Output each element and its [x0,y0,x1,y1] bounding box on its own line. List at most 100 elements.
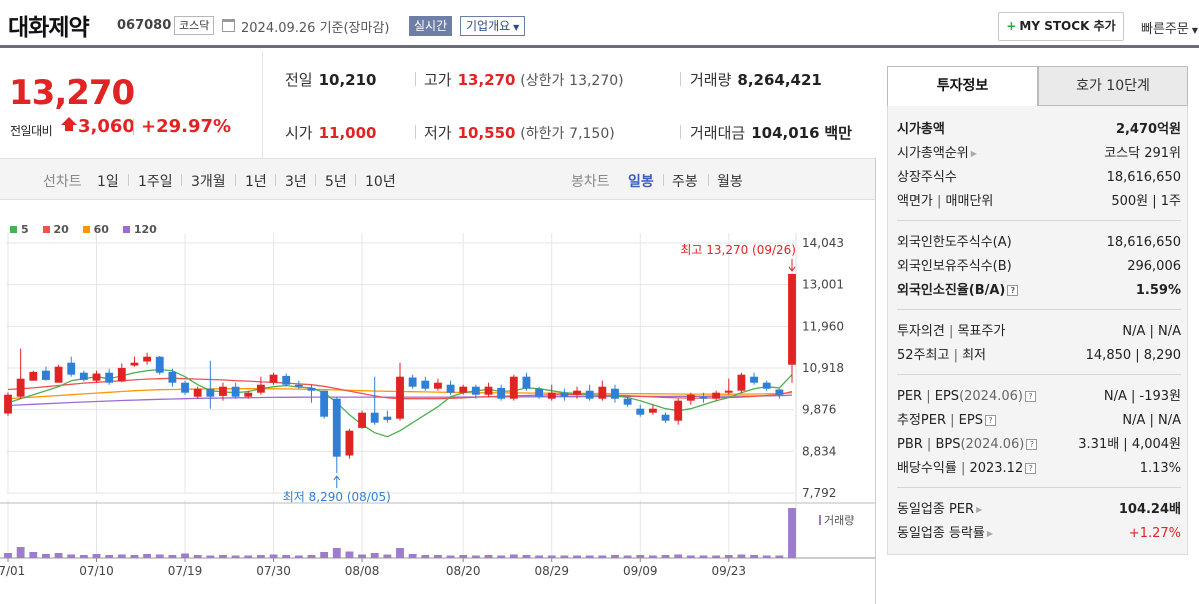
period-10y[interactable]: 10년 [365,174,396,190]
candle-monthly[interactable]: 월봉 [717,174,743,190]
volume-bar [661,555,670,558]
row-market-cap-rank[interactable]: 시가총액순위 ▶ 코스닥 291위 [897,144,1181,164]
divider [415,125,416,139]
volume-bar [699,555,708,558]
candle-body [168,371,177,383]
candle-body [396,376,404,419]
low-label: 저가 [424,124,452,142]
row-foreign-hold: 외국인보유주식수(B) 296,006 [897,257,1181,277]
volume-bar [231,555,240,558]
market-cap-rank-label-wrap: 시가총액순위 ▶ [897,144,977,164]
industry-per-label-wrap: 동일업종 PER ▶ [897,500,982,520]
tab-orderbook[interactable]: 호가 10단계 [1038,66,1188,106]
volume-bar [332,548,341,558]
period-1d[interactable]: 1일 [97,174,119,190]
candle-body [193,388,202,397]
period-3m[interactable]: 3개월 [191,174,226,190]
candle-body [143,356,152,362]
row-industry-per[interactable]: 동일업종 PER ▶ 104.24배 [897,500,1181,520]
candle-daily[interactable]: 일봉 [628,174,654,190]
volume-bar [105,555,114,558]
candle-weekly[interactable]: 주봉 [672,174,698,190]
low-price: 저가 10,550 (하한가 7,150) [424,122,615,143]
legend-ma5: 5 [10,223,29,236]
volume-bar [282,555,291,558]
help-icon[interactable]: ? [1024,391,1036,402]
foreign-ratio-label: 외국인소진율(B/A) [897,283,1006,298]
tab-invest-info[interactable]: 투자정보 [887,66,1038,106]
period-1w[interactable]: 1주일 [138,174,173,190]
high-arrow-head [788,266,796,272]
company-info-dropdown[interactable]: 기업개요 ▼ [460,16,526,36]
candle-body [320,390,329,417]
candle-body [509,376,518,399]
volume-bar [181,553,189,558]
price-chart[interactable]: 14,043 13,001 11,960 10,918 9,876 8,834 7,792 0… [0,233,875,604]
x-tick-label: 07/10 [79,564,114,578]
caret-down-icon: ▼ [513,23,520,32]
volume-bar [143,554,152,558]
candle-body [181,382,189,393]
candle-body [560,392,569,397]
divider [275,174,276,186]
volume-bar [762,555,771,558]
y-tick-label: 8,834 [802,444,836,458]
row-market-cap: 시가총액 2,470억원 [897,120,1181,140]
candle-body [130,362,139,366]
dividend-label: 배당수익률 [897,461,957,476]
quote-date: 2024.09.26 기준(장마감) [241,21,390,36]
per-eps-value: N/A | -193원 [1103,389,1181,404]
realtime-button[interactable]: 실시간 [409,16,453,36]
volume-bar [244,555,253,558]
volume-bar [471,555,480,558]
w52-high-label: 52주최고 [897,348,950,363]
est-eps-label: EPS [958,413,983,428]
row-pbr-bps: PBR | BPS(2024.06)? 3.31배 | 4,004원 [897,435,1181,455]
opinion-label: 투자의견 [897,324,945,339]
volume-bar [611,555,619,558]
candle-body [686,394,695,401]
help-icon[interactable]: ? [984,415,996,426]
volume-bar [358,554,366,558]
legend-label: 5 [21,223,29,236]
industry-rate-value: +1.27% [1128,526,1181,541]
row-industry-rate[interactable]: 동일업종 등락률 ▶ +1.27% [897,524,1181,544]
caret-right-icon: ▶ [976,505,983,514]
candle-body [117,367,126,382]
period-5y[interactable]: 5년 [325,174,347,190]
quick-order-link[interactable]: 빠른주문 ▼ [1141,18,1198,37]
y-tick-label: 11,960 [802,319,844,333]
volume-bar [535,555,544,558]
dividend-year: 2023.12 [969,461,1024,476]
caret-right-icon: ▶ [970,149,977,158]
candle-body [434,382,442,389]
current-price: 13,270 [9,73,135,113]
period-3y[interactable]: 3년 [285,174,307,190]
legend-swatch [82,226,90,233]
help-icon[interactable]: ? [1007,285,1019,296]
volume-bar [92,554,101,558]
mystock-add-button[interactable]: + MY STOCK 추가 [998,12,1124,41]
prev-close-value: 10,210 [318,71,377,89]
volume-bar [294,555,303,558]
help-icon[interactable]: ? [1026,439,1038,450]
volume-bar [484,555,493,558]
volume-bar [117,554,126,558]
period-1y[interactable]: 1년 [245,174,267,190]
legend-label: 60 [93,223,109,236]
volume-bar [193,555,202,558]
candle-body [383,416,392,420]
divider [897,220,1181,221]
lower-limit-value: 7,150 [569,126,610,142]
volume-bar [509,554,518,558]
market-cap-label: 시가총액 [897,122,945,137]
row-par: 액면가 | 매매단위 500원 | 1주 [897,192,1181,212]
foreign-hold-value: 296,006 [1127,259,1181,274]
help-icon[interactable]: ? [1025,463,1037,474]
legend-ma120: 120 [122,223,157,236]
legend-ma60: 60 [82,223,109,236]
paren: ) [618,73,624,89]
candle-body [105,372,114,383]
ma5-line [7,368,793,438]
row-shares: 상장주식수 18,616,650 [897,168,1181,188]
